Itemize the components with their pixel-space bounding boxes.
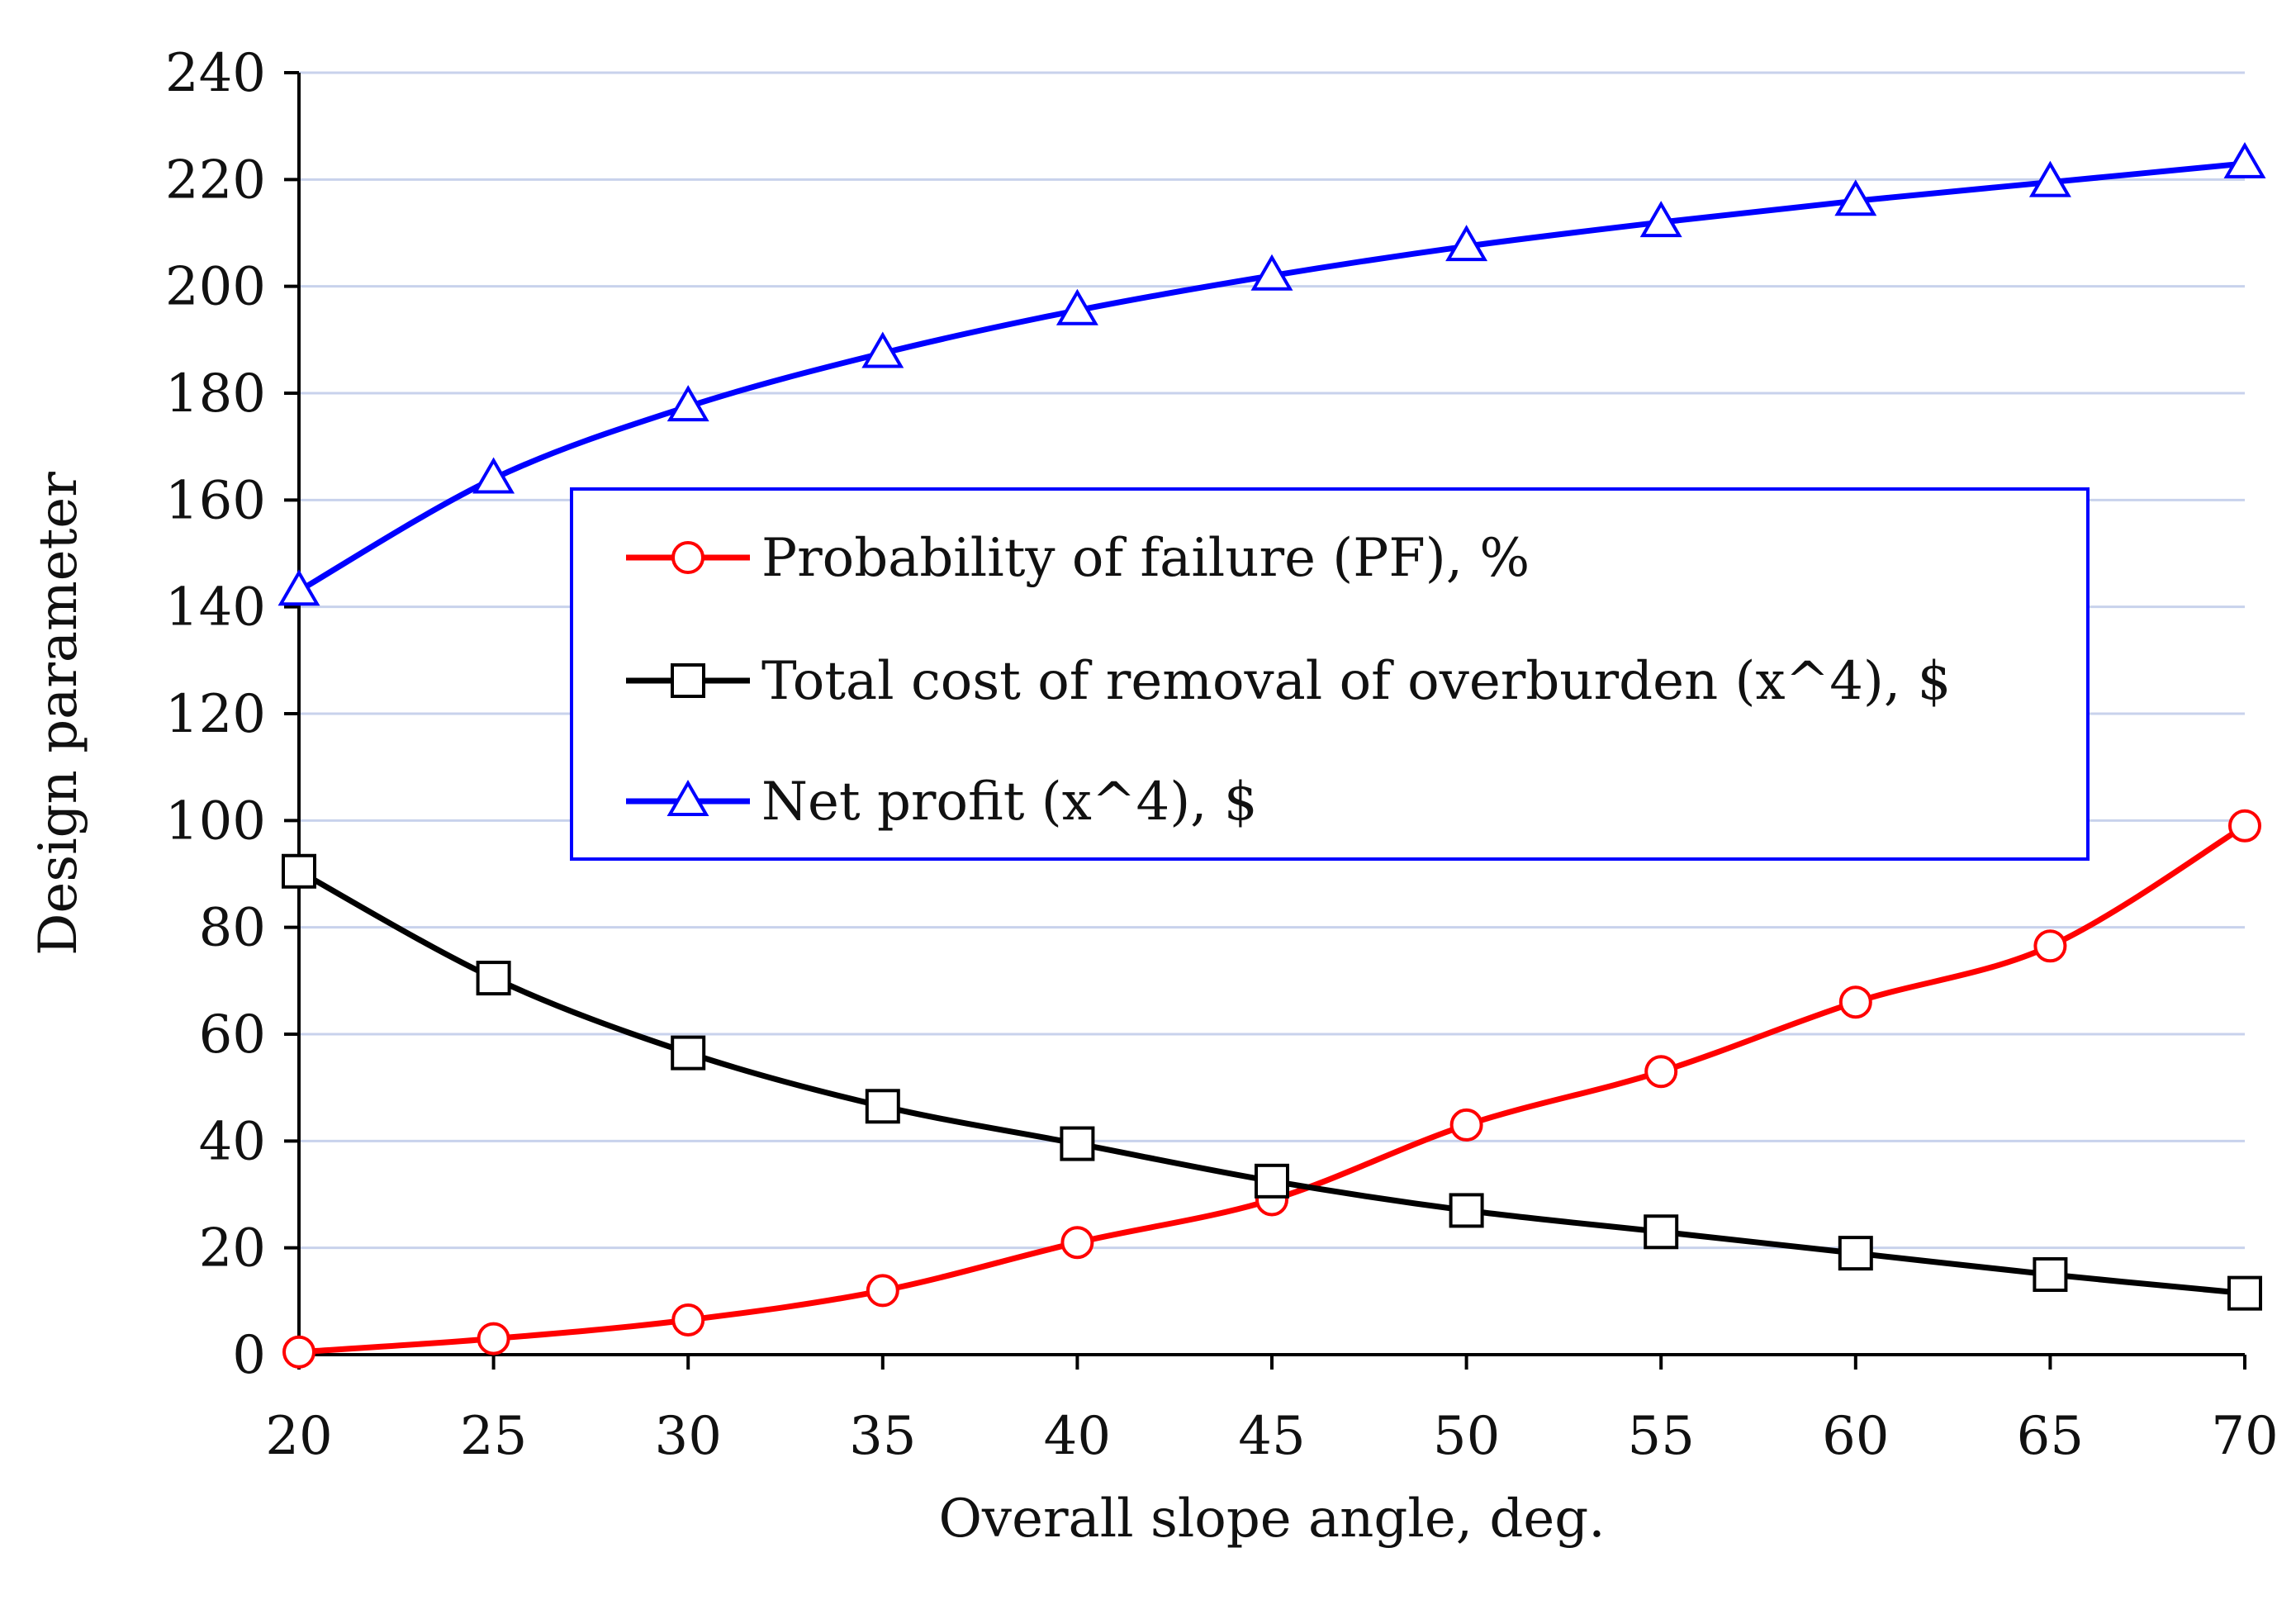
x-tick-label: 25 (460, 1406, 527, 1467)
legend-marker (671, 663, 705, 698)
data-point-circle (2033, 929, 2067, 963)
y-tick-label: 140 (165, 577, 266, 639)
series-line-1 (298, 823, 2246, 1355)
data-point-circle (2228, 809, 2261, 843)
y-tick-label: 120 (165, 684, 266, 745)
legend-label: Total cost of removal of overburden (x^4… (761, 651, 1951, 712)
data-point-triangle (861, 331, 904, 368)
y-tick-label: 100 (165, 791, 266, 852)
data-point-triangle (1445, 225, 1488, 262)
series-line-2 (297, 868, 2246, 1297)
data-point-circle (1644, 1055, 1678, 1089)
x-tick-label: 30 (654, 1406, 721, 1467)
y-tick-label: 200 (165, 257, 266, 318)
data-point-square (671, 1035, 706, 1071)
series-markers (278, 141, 2266, 1369)
data-point-circle (1060, 1226, 1094, 1260)
y-tick-label: 0 (232, 1325, 266, 1386)
data-point-triangle (2223, 141, 2266, 178)
x-tick-label: 55 (1627, 1406, 1694, 1467)
legend-box (570, 487, 2090, 861)
legend-marker (667, 780, 709, 816)
data-point-square (2033, 1257, 2068, 1292)
data-point-square (865, 1089, 900, 1124)
x-tick-label: 35 (849, 1406, 916, 1467)
data-point-square (476, 961, 511, 996)
x-tick-label: 40 (1044, 1406, 1111, 1467)
data-point-square (1838, 1236, 1873, 1271)
x-axis-title: Overall slope angle, deg. (938, 1488, 1605, 1550)
y-tick-label: 180 (165, 363, 266, 425)
legend-label: Net profit (x^4), $ (761, 772, 1258, 833)
y-tick-label: 220 (165, 150, 266, 211)
data-point-triangle (2028, 160, 2071, 197)
data-point-square (1449, 1193, 1484, 1228)
x-tick-label: 70 (2211, 1406, 2278, 1467)
legend-marker (671, 541, 704, 574)
data-point-circle (1838, 985, 1872, 1019)
legend-label: Probability of failure (PF), % (761, 528, 1530, 589)
data-point-square (282, 853, 316, 889)
x-tick-label: 45 (1238, 1406, 1305, 1467)
data-point-square (1255, 1163, 1289, 1199)
axes: 0 20 40 60 80 100 120 140 160 180 200 220 240 20 25 30 3… (165, 43, 2279, 1467)
data-point-circle (866, 1274, 899, 1308)
y-tick-label: 160 (165, 470, 266, 531)
legend: Probability of failure (PF), % Total cost… (570, 487, 2090, 861)
data-point-triangle (278, 569, 320, 606)
x-tick-label: 50 (1433, 1406, 1500, 1467)
y-axis-title: Design parameter (28, 472, 89, 956)
y-tick-label: 40 (199, 1111, 266, 1172)
data-point-triangle (667, 385, 709, 422)
data-point-circle (1449, 1108, 1483, 1142)
x-tick-label: 65 (2017, 1406, 2084, 1467)
data-point-triangle (1639, 201, 1682, 238)
y-tick-label: 20 (199, 1218, 266, 1280)
x-tick-label: 20 (265, 1406, 332, 1467)
data-point-triangle (472, 457, 515, 494)
data-point-circle (671, 1303, 705, 1336)
data-point-circle (282, 1335, 315, 1369)
y-tick-label: 240 (165, 43, 266, 104)
data-point-triangle (1834, 179, 1877, 216)
data-point-square (2227, 1275, 2262, 1311)
x-tick-label: 60 (1822, 1406, 1889, 1467)
data-point-circle (477, 1322, 510, 1355)
data-point-square (1644, 1214, 1679, 1250)
data-point-triangle (1250, 254, 1293, 291)
data-point-square (1060, 1126, 1095, 1161)
y-tick-label: 60 (199, 1004, 266, 1066)
data-point-triangle (1055, 288, 1098, 325)
y-tick-label: 80 (199, 898, 266, 959)
